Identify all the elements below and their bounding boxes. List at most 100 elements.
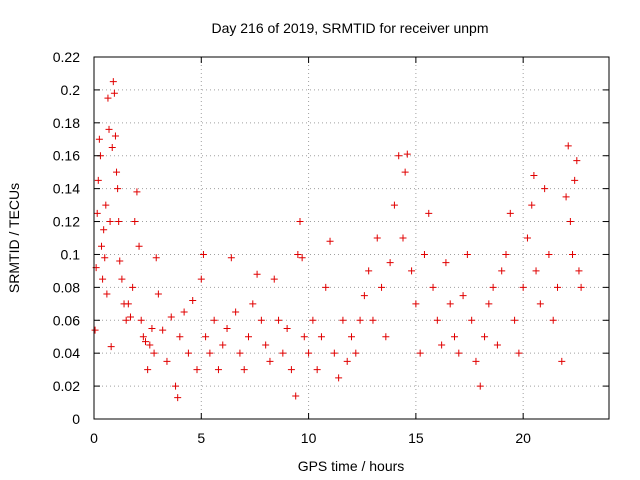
y-tick-label: 0.22: [53, 49, 80, 65]
data-point: [481, 333, 489, 341]
data-point: [369, 316, 377, 324]
data-point: [236, 349, 244, 357]
data-point: [519, 283, 527, 291]
data-point: [223, 325, 231, 332]
y-tick-label: 0.14: [53, 181, 80, 197]
y-tick-label: 0.08: [53, 279, 80, 295]
data-point: [446, 300, 454, 308]
data-point: [401, 168, 409, 176]
data-point: [152, 254, 160, 262]
data-point: [111, 132, 119, 140]
data-point: [103, 290, 111, 298]
data-point: [360, 292, 368, 300]
data-point: [167, 313, 175, 321]
data-point: [313, 366, 321, 374]
data-point: [569, 250, 577, 258]
data-point: [154, 290, 162, 298]
data-point: [322, 283, 330, 291]
data-point: [493, 341, 501, 349]
data-point: [142, 338, 149, 346]
data-point: [137, 316, 145, 324]
data-point: [116, 257, 124, 265]
data-point: [114, 185, 122, 193]
chart-title: Day 216 of 2019, SRMTID for receiver unp…: [211, 20, 488, 36]
data-point: [94, 176, 102, 184]
data-point: [416, 349, 424, 357]
data-point: [571, 176, 579, 184]
data-point: [562, 193, 570, 201]
plot-frame: [93, 56, 610, 420]
data-point: [373, 234, 381, 242]
data-point: [554, 283, 561, 291]
data-point: [159, 326, 167, 334]
data-point: [118, 275, 126, 283]
data-point: [386, 259, 394, 267]
data-point: [530, 171, 538, 179]
data-point: [106, 218, 114, 226]
data-point: [511, 316, 519, 324]
data-point: [135, 242, 143, 250]
y-axis-label: SRMTID / TECUs: [6, 183, 22, 293]
data-point: [172, 382, 180, 390]
data-point: [98, 242, 106, 250]
data-point: [115, 218, 123, 226]
data-point: [438, 341, 446, 349]
data-point: [109, 78, 117, 86]
data-point: [577, 283, 585, 291]
data-point: [148, 325, 156, 332]
data-point: [463, 250, 471, 258]
data-point: [298, 254, 306, 262]
data-point: [210, 316, 218, 324]
data-point: [515, 349, 523, 357]
data-point: [249, 300, 257, 308]
data-point: [91, 326, 99, 334]
data-point: [382, 333, 390, 341]
data-point: [485, 300, 493, 308]
data-point: [575, 267, 583, 275]
data-point: [202, 333, 210, 341]
data-point: [129, 283, 137, 291]
data-point: [102, 201, 110, 209]
x-axis-label: GPS time / hours: [298, 458, 405, 474]
data-point: [390, 201, 398, 209]
data-point: [506, 209, 514, 217]
data-point: [433, 316, 441, 324]
data-point: [330, 349, 338, 357]
data-point: [197, 275, 205, 283]
data-point: [498, 267, 506, 275]
data-point: [110, 89, 118, 97]
data-point: [339, 316, 347, 324]
axis-ticks: 0 0.02 0.04 0.06 0.08 0.1 0.12 0.14 0.16 0.18 0.2 0…: [53, 49, 609, 446]
data-point: [257, 316, 265, 324]
data-point: [176, 333, 184, 341]
data-point: [408, 267, 416, 275]
data-point: [425, 209, 433, 217]
data-point: [240, 366, 248, 374]
data-point: [108, 144, 116, 151]
data-point: [287, 366, 295, 374]
data-point: [403, 150, 411, 158]
data-point: [294, 250, 302, 258]
data-point: [326, 237, 334, 245]
data-point: [184, 349, 192, 357]
data-point: [245, 333, 252, 341]
data-point: [262, 341, 270, 349]
data-point: [146, 341, 154, 349]
data-point: [113, 168, 121, 176]
data-point: [420, 250, 428, 258]
data-point: [180, 308, 188, 316]
data-point: [442, 259, 450, 267]
data-point: [549, 316, 557, 324]
grid: [94, 57, 609, 419]
data-point: [199, 250, 207, 258]
data-point: [122, 316, 130, 324]
data-point: [131, 218, 139, 226]
data-point: [174, 394, 182, 402]
y-tick-label: 0.2: [61, 82, 81, 98]
y-tick-label: 0.12: [53, 214, 80, 230]
x-tick-label: 10: [301, 430, 317, 446]
data-point: [343, 357, 351, 365]
data-point: [523, 234, 531, 242]
data-point: [124, 300, 132, 308]
data-point: [100, 226, 108, 234]
